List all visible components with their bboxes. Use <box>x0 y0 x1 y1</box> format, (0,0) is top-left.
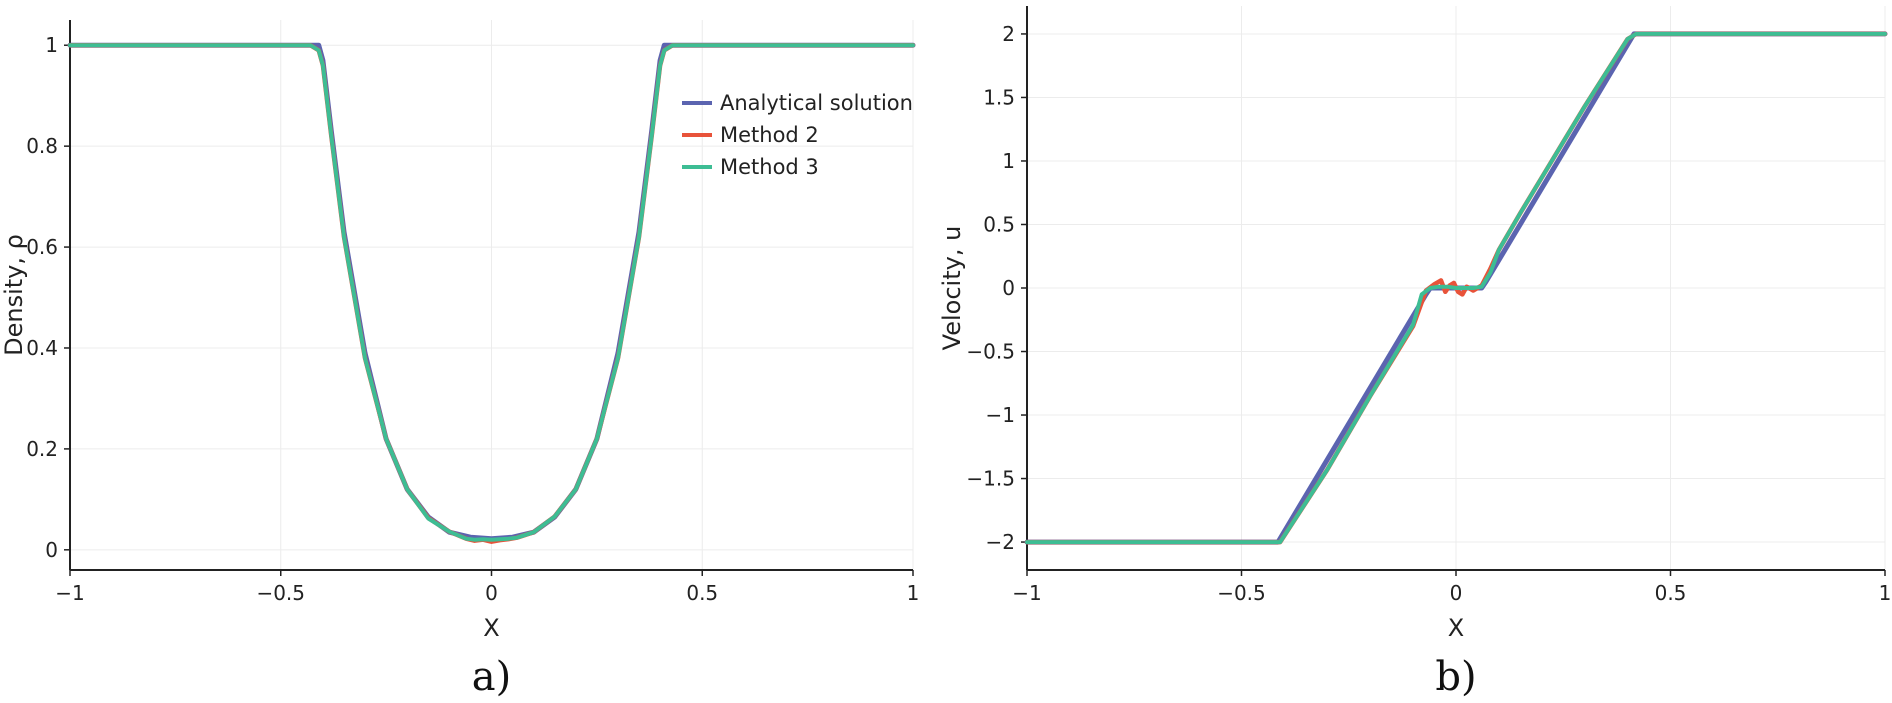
y-tick-label: 0.8 <box>26 134 58 158</box>
x-tick-label: −0.5 <box>256 581 305 605</box>
y-axis-label: Velocity, u <box>938 226 966 351</box>
legend-entry: Method 2 <box>720 123 819 147</box>
panel-label: b) <box>1435 654 1476 700</box>
legend-entry: Method 3 <box>720 155 819 179</box>
density-chart: −1 −0.5 0 0.5 1 0 0.2 0.4 0.6 0.8 1 X Density, ρ Anal… <box>0 20 919 700</box>
x-tick-label: 0 <box>485 581 498 605</box>
y-tick-label: −1.5 <box>966 467 1015 491</box>
y-axis-label: Density, ρ <box>0 234 28 356</box>
y-tick-label: 0 <box>1002 276 1015 300</box>
x-tick-label: 0 <box>1450 581 1463 605</box>
y-tick-label: 2 <box>1002 22 1015 46</box>
y-tick-label: 1.5 <box>983 85 1015 109</box>
panel-label: a) <box>472 654 511 700</box>
x-tick-label: −1 <box>1012 581 1041 605</box>
x-tick-label: 0.5 <box>1655 581 1687 605</box>
x-axis-label: X <box>483 614 499 642</box>
y-tick-label: 1 <box>45 33 58 57</box>
x-axis-label: X <box>1448 614 1464 642</box>
series-line-method-3 <box>68 43 915 542</box>
x-tick-label: 1 <box>1879 581 1892 605</box>
x-tick-label: 0.5 <box>686 581 718 605</box>
x-tick-label: −1 <box>55 581 84 605</box>
y-tick-label: 0.4 <box>26 336 58 360</box>
y-tick-label: 0.5 <box>983 212 1015 236</box>
series-line-method-3 <box>1025 31 1887 545</box>
y-tick-label: 0.2 <box>26 437 58 461</box>
y-tick-label: −2 <box>986 530 1015 554</box>
y-tick-label: −1 <box>986 403 1015 427</box>
x-tick-label: −0.5 <box>1217 581 1266 605</box>
y-tick-label: 0 <box>45 538 58 562</box>
y-tick-label: 1 <box>1002 149 1015 173</box>
velocity-chart: −1 −0.5 0 0.5 1 −2 −1.5 −1 −0.5 0 0.5 1 1.5 2 X Velocit… <box>938 6 1891 700</box>
y-tick-label: −0.5 <box>966 340 1015 364</box>
x-tick-label: 1 <box>907 581 920 605</box>
legend-entry: Analytical solution <box>720 91 913 115</box>
legend: Analytical solution Method 2 Method 3 <box>682 91 913 179</box>
y-tick-label: 0.6 <box>26 235 58 259</box>
